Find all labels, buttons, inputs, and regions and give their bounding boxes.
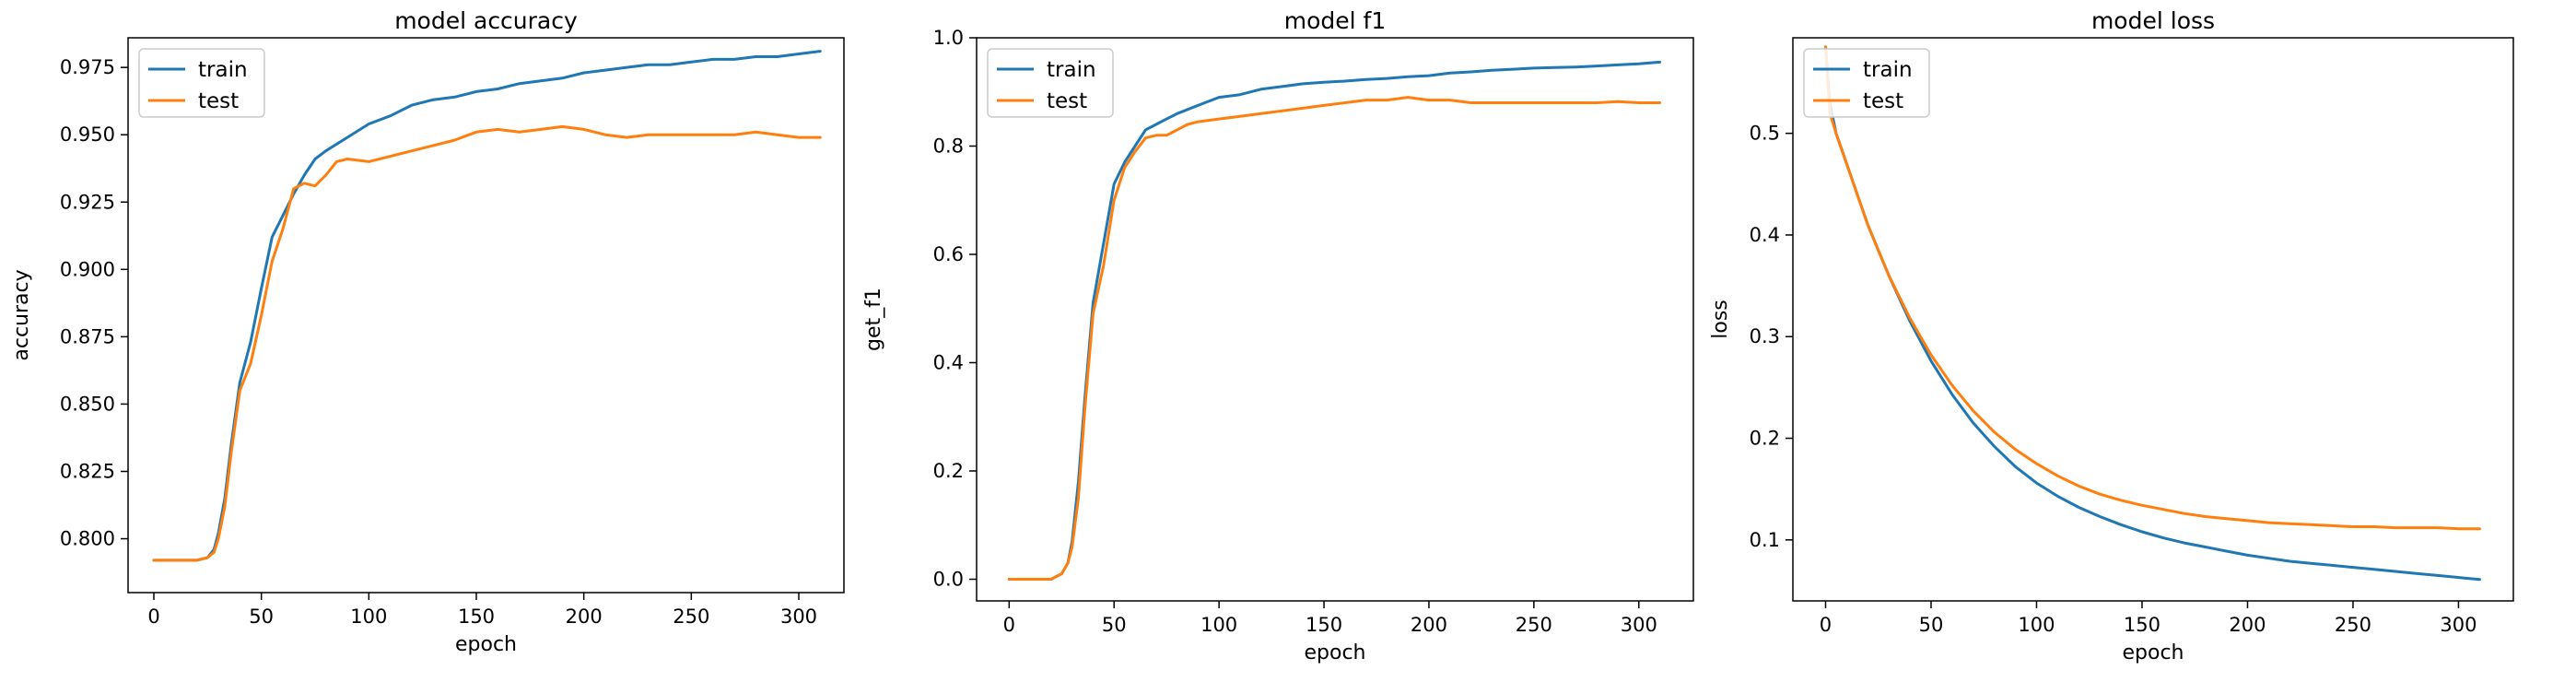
- x-tick-label: 0: [1820, 614, 1832, 636]
- series-line-test: [152, 124, 822, 562]
- series-line-test: [1824, 45, 2481, 531]
- x-axis-label: epoch: [1305, 641, 1366, 664]
- y-axis-label: accuracy: [10, 269, 33, 360]
- x-tick-label: 0: [1003, 614, 1015, 636]
- y-tick-label: 0.3: [1750, 325, 1780, 347]
- x-tick-label: 250: [2335, 614, 2371, 636]
- series-line-train: [152, 50, 822, 562]
- y-tick-label: 0.0: [933, 569, 964, 591]
- x-tick-label: 0: [147, 606, 159, 628]
- legend-label-train: train: [1863, 58, 1913, 82]
- y-tick-label: 0.2: [1750, 428, 1780, 450]
- x-tick-label: 50: [1919, 614, 1944, 636]
- y-tick-label: 0.850: [60, 393, 115, 415]
- x-tick-label: 100: [2018, 614, 2055, 636]
- chart-model-loss: 0 50 100 150 200 250 300 0.1 0.2 0.3 0.4 0.5 model l…: [1709, 7, 2514, 664]
- y-tick-label: 0.900: [60, 258, 115, 280]
- x-tick-label: 200: [1411, 614, 1447, 636]
- x-tick-label: 150: [1306, 614, 1342, 636]
- chart-model-accuracy: 0 50 100 150 200 250 300 0.800 0.825 0.850 0.875 0.…: [10, 7, 845, 656]
- y-tick-label: 0.800: [60, 528, 115, 550]
- x-tick-label: 50: [249, 606, 274, 628]
- x-tick-label: 250: [1516, 614, 1552, 636]
- y-tick-label: 0.4: [933, 352, 964, 374]
- legend-label-train: train: [198, 58, 248, 82]
- x-axis-label: epoch: [455, 633, 517, 656]
- legend-label-test: test: [1863, 89, 1903, 113]
- y-tick-label: 0.825: [60, 460, 115, 482]
- chart-model-f1: 0 50 100 150 200 250 300 0.0 0.2 0.4 0.6 0.8 1.0 mode…: [862, 7, 1694, 664]
- x-tick-label: 100: [350, 606, 387, 628]
- x-tick-label: 150: [458, 606, 495, 628]
- y-tick-label: 0.925: [60, 191, 115, 213]
- y-tick-label: 0.5: [1750, 123, 1780, 145]
- x-tick-label: 300: [2440, 614, 2476, 636]
- x-tick-label: 300: [780, 606, 817, 628]
- x-tick-label: 50: [1102, 614, 1127, 636]
- legend-label-test: test: [1047, 89, 1087, 113]
- x-axis-label: epoch: [2123, 641, 2184, 664]
- y-tick-label: 1.0: [933, 27, 964, 49]
- y-axis-label: loss: [1709, 300, 1732, 339]
- chart-title: model loss: [2091, 7, 2215, 34]
- legend-label-train: train: [1047, 58, 1096, 82]
- y-axis-label: get_f1: [862, 288, 885, 351]
- y-tick-label: 0.6: [933, 243, 964, 265]
- y-tick-label: 0.8: [933, 135, 964, 158]
- series-line-train: [1007, 60, 1661, 581]
- legend: train test: [138, 48, 265, 118]
- plot-frame: [1792, 37, 2514, 602]
- x-tick-label: 200: [2229, 614, 2266, 636]
- series-line-train: [1824, 45, 2481, 582]
- chart-title: model accuracy: [394, 7, 578, 34]
- legend: train test: [987, 48, 1114, 118]
- series-line-test: [1007, 96, 1661, 581]
- x-tick-label: 100: [1200, 614, 1237, 636]
- x-tick-label: 150: [2124, 614, 2160, 636]
- y-tick-label: 0.1: [1750, 529, 1780, 551]
- plot-frame: [976, 37, 1694, 602]
- x-tick-label: 300: [1621, 614, 1657, 636]
- y-tick-label: 0.875: [60, 325, 115, 347]
- legend-label-test: test: [198, 89, 239, 113]
- y-tick-label: 0.975: [60, 56, 115, 78]
- x-tick-label: 200: [566, 606, 603, 628]
- y-tick-label: 0.2: [933, 460, 964, 482]
- y-tick-label: 0.950: [60, 123, 115, 146]
- y-tick-label: 0.4: [1750, 224, 1780, 246]
- legend: train test: [1803, 48, 1930, 118]
- x-tick-label: 250: [673, 606, 709, 628]
- chart-title: model f1: [1284, 7, 1387, 34]
- plot-frame: [127, 37, 845, 594]
